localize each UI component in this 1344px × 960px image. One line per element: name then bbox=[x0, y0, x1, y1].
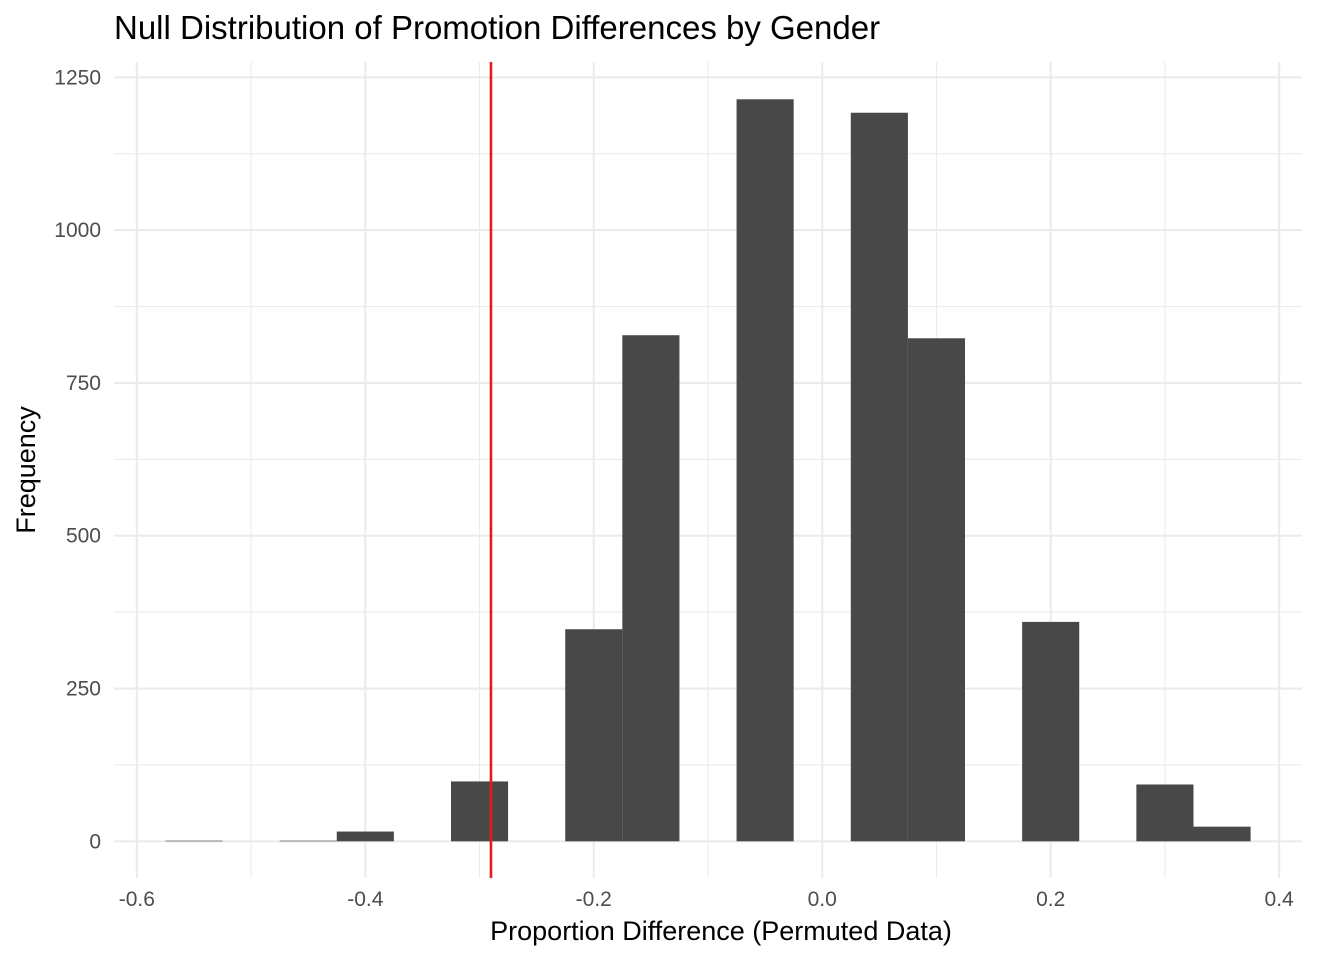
y-axis-tick-labels: 0 250 500 750 1000 1250 bbox=[54, 66, 101, 853]
histogram-bar bbox=[622, 335, 680, 842]
x-tick-label: 0.2 bbox=[1036, 888, 1065, 911]
x-tick-label: 0.4 bbox=[1265, 888, 1295, 911]
x-tick-label: -0.6 bbox=[119, 888, 155, 911]
histogram-bar bbox=[1193, 826, 1251, 842]
y-axis-title: Frequency bbox=[11, 406, 41, 534]
histogram-bar bbox=[279, 840, 337, 842]
y-tick-label: 1000 bbox=[54, 219, 101, 242]
histogram-bar bbox=[1022, 621, 1080, 842]
histogram-bar bbox=[1136, 784, 1194, 842]
chart-title: Null Distribution of Promotion Differenc… bbox=[114, 9, 880, 46]
histogram-bar bbox=[907, 338, 966, 842]
y-tick-label: 1250 bbox=[54, 66, 101, 89]
histogram-bar bbox=[736, 99, 794, 842]
grid-lines bbox=[114, 62, 1302, 878]
histogram-bars bbox=[165, 99, 1251, 842]
y-tick-label: 0 bbox=[89, 830, 101, 853]
y-tick-label: 250 bbox=[66, 678, 101, 701]
histogram-bar bbox=[850, 112, 908, 842]
histogram-bar bbox=[450, 781, 509, 842]
x-tick-label: -0.2 bbox=[576, 888, 612, 911]
x-axis-tick-labels: -0.6 -0.4 -0.2 0.0 0.2 0.4 bbox=[119, 888, 1294, 911]
histogram-bar bbox=[165, 840, 223, 842]
y-tick-label: 750 bbox=[66, 372, 101, 395]
x-tick-label: 0.0 bbox=[808, 888, 837, 911]
x-tick-label: -0.4 bbox=[347, 888, 384, 911]
y-tick-label: 500 bbox=[66, 525, 101, 548]
x-axis-title: Proportion Difference (Permuted Data) bbox=[490, 916, 952, 946]
histogram-bar bbox=[565, 629, 623, 842]
histogram-bar bbox=[336, 831, 394, 842]
